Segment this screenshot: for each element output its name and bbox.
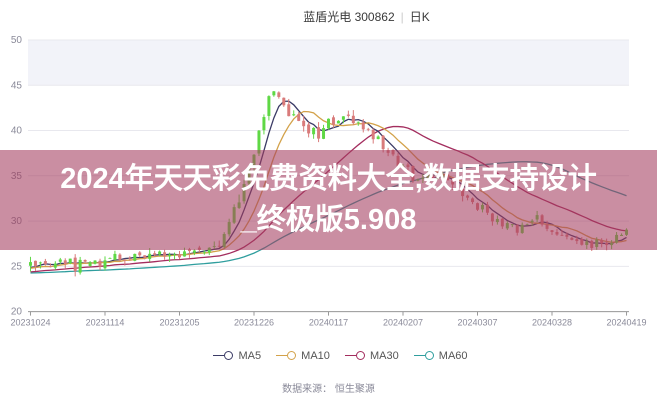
svg-text:20240328: 20240328 xyxy=(532,318,572,328)
svg-text:20240117: 20240117 xyxy=(309,318,348,328)
svg-text:40: 40 xyxy=(11,126,23,137)
svg-text:20240307: 20240307 xyxy=(457,318,497,328)
svg-text:45: 45 xyxy=(11,80,23,91)
svg-text:50: 50 xyxy=(11,35,23,46)
svg-text:20240207: 20240207 xyxy=(383,318,423,328)
svg-text:20231024: 20231024 xyxy=(10,318,50,328)
svg-text:20240419: 20240419 xyxy=(606,318,646,328)
svg-text:20231205: 20231205 xyxy=(159,318,199,328)
svg-text:20: 20 xyxy=(11,307,23,318)
svg-text:20231226: 20231226 xyxy=(234,318,274,328)
svg-text:20231114: 20231114 xyxy=(86,318,125,328)
svg-text:25: 25 xyxy=(11,261,23,272)
